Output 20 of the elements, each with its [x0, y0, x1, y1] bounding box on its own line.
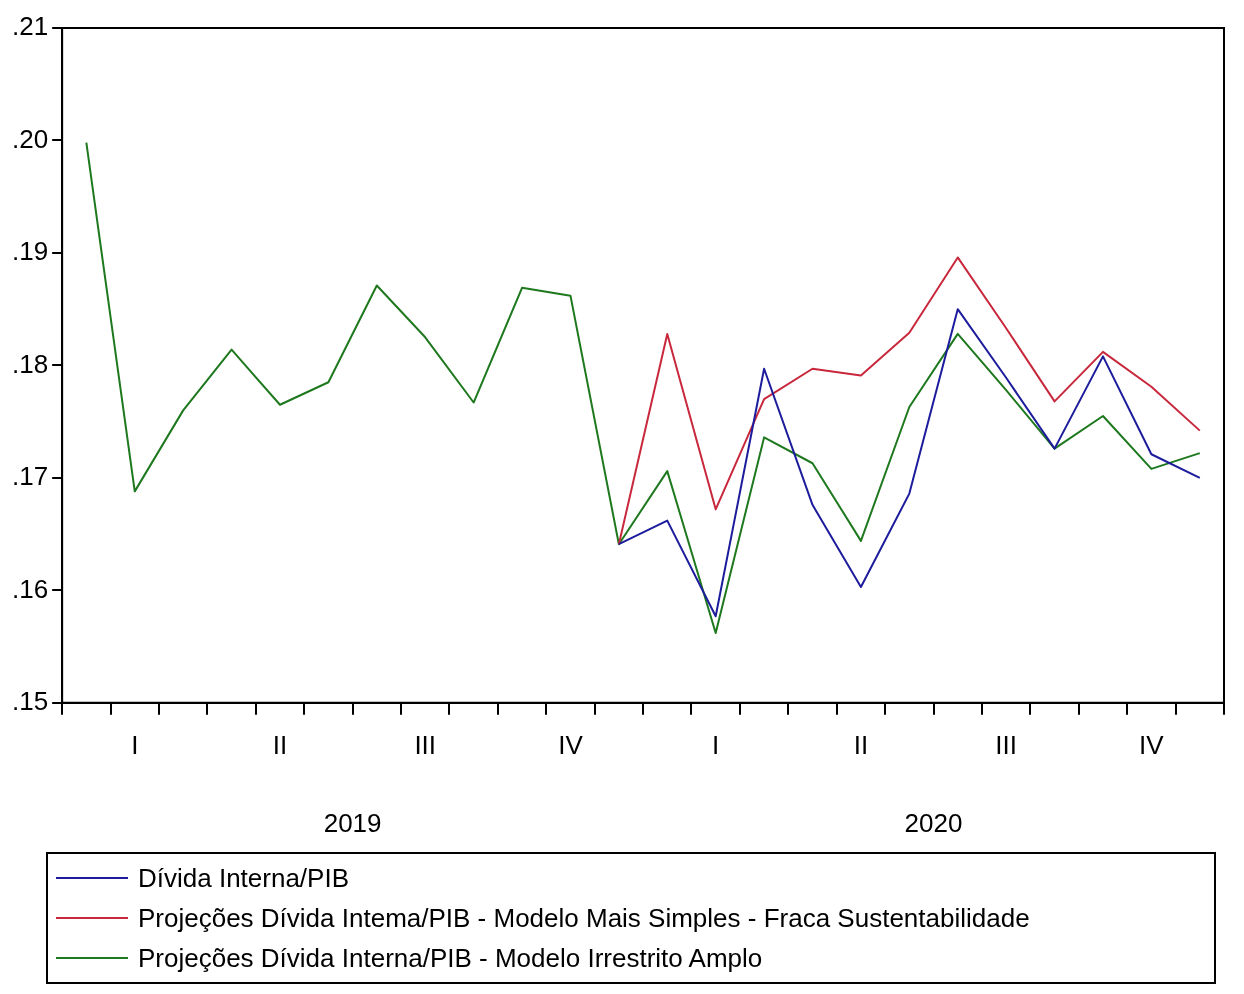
x-tick-label: IV — [1139, 729, 1165, 760]
text: 2019 — [323, 808, 382, 839]
x-tick-label: I — [131, 729, 139, 760]
y-tick-label: .19 — [11, 236, 49, 267]
x-tick-label: II — [853, 729, 869, 760]
y-tick-label: .20 — [11, 123, 49, 154]
x-tick-label: III — [414, 729, 437, 760]
y-tick-label: .21 — [11, 11, 49, 42]
legend-label: Dívida Interna/PIB — [138, 862, 349, 894]
y-tick-label: .15 — [11, 685, 49, 716]
legend-label: Projeções Dívida Intema/PIB - Modelo Mais Simples - Fraca Sustentabilidade — [138, 902, 1030, 934]
x-tick-label: I — [712, 729, 720, 760]
x-tick-label: II — [272, 729, 288, 760]
y-tick-label: .17 — [11, 461, 49, 492]
legend-label: Projeções Dívida Interna/PIB - Modelo Irrestrito Amplo — [138, 942, 763, 974]
x-tick-label: III — [995, 729, 1017, 760]
x-tick-label: IV — [558, 729, 584, 760]
text: 2020 — [904, 808, 963, 839]
y-tick-label: .18 — [11, 348, 49, 379]
y-tick-label: .16 — [11, 573, 49, 604]
